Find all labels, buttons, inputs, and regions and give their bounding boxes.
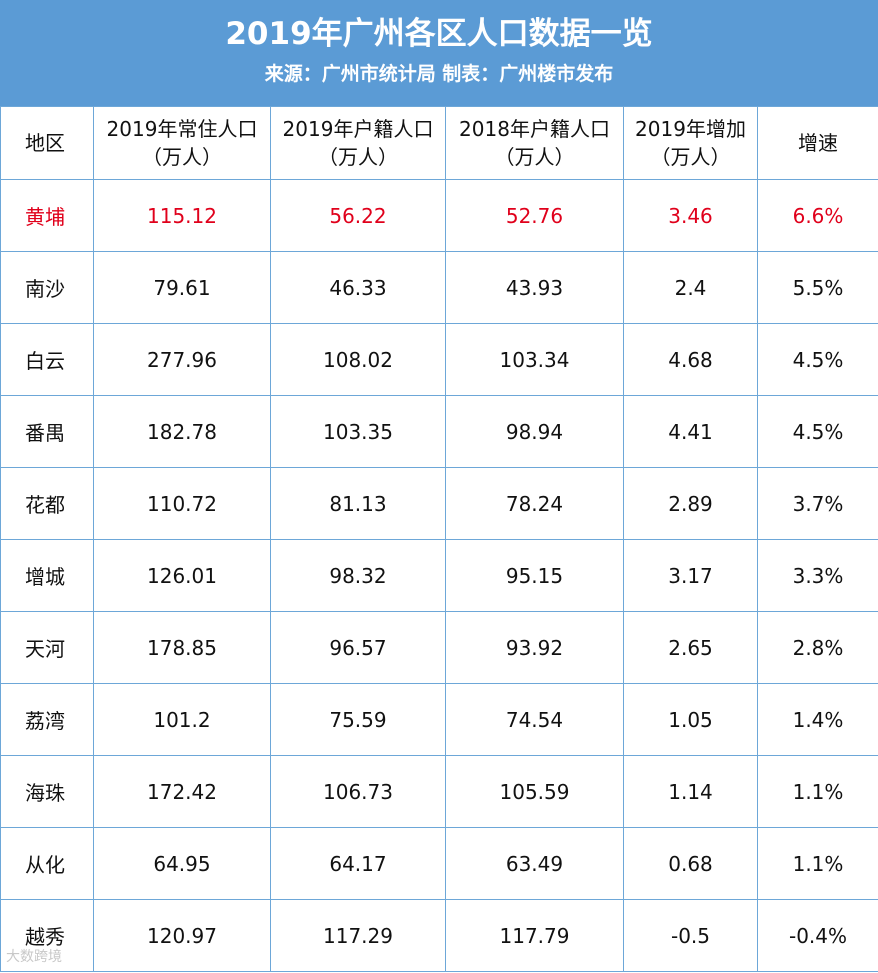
table-row: 海珠 172.42 106.73 105.59 1.14 1.1% xyxy=(0,755,878,828)
cell-registered-2018: 93.92 xyxy=(445,611,624,684)
cell-resident-2019: 277.96 xyxy=(93,323,271,396)
cell-increase-2019: 0.68 xyxy=(623,827,758,900)
cell-resident-2019: 172.42 xyxy=(93,755,271,828)
table-header-banner: 2019年广州各区人口数据一览 来源：广州市统计局 制表：广州楼市发布 xyxy=(0,0,878,107)
table-row: 黄埔 115.12 56.22 52.76 3.46 6.6% xyxy=(0,179,878,252)
cell-increase-2019: 1.05 xyxy=(623,683,758,756)
population-table: 地区 2019年常住人口（万人） 2019年户籍人口（万人） 2018年户籍人口… xyxy=(0,106,878,972)
source-subtitle: 来源：广州市统计局 制表：广州楼市发布 xyxy=(264,63,614,85)
cell-registered-2018: 105.59 xyxy=(445,755,624,828)
cell-resident-2019: 110.72 xyxy=(93,467,271,540)
column-header-increase-2019: 2019年增加（万人） xyxy=(623,106,758,180)
cell-registered-2018: 43.93 xyxy=(445,251,624,324)
cell-region: 花都 xyxy=(0,467,94,540)
cell-region: 海珠 xyxy=(0,755,94,828)
cell-registered-2019: 108.02 xyxy=(270,323,446,396)
column-header-registered-2019: 2019年户籍人口（万人） xyxy=(270,106,446,180)
cell-increase-2019: 3.46 xyxy=(623,179,758,252)
cell-region: 增城 xyxy=(0,539,94,612)
cell-growth: 4.5% xyxy=(757,395,878,468)
cell-region: 越秀 xyxy=(0,899,94,972)
table-row: 南沙 79.61 46.33 43.93 2.4 5.5% xyxy=(0,251,878,324)
column-header-growth: 增速 xyxy=(757,106,878,180)
cell-increase-2019: 2.4 xyxy=(623,251,758,324)
table-body: 黄埔 115.12 56.22 52.76 3.46 6.6% 南沙 79.61 46.33 43… xyxy=(0,179,878,972)
cell-region: 从化 xyxy=(0,827,94,900)
cell-growth: 6.6% xyxy=(757,179,878,252)
column-header-row: 地区 2019年常住人口（万人） 2019年户籍人口（万人） 2018年户籍人口… xyxy=(0,106,878,180)
cell-growth: 1.1% xyxy=(757,755,878,828)
cell-registered-2019: 56.22 xyxy=(270,179,446,252)
cell-growth: 3.7% xyxy=(757,467,878,540)
cell-region: 黄埔 xyxy=(0,179,94,252)
cell-registered-2018: 95.15 xyxy=(445,539,624,612)
table-row: 白云 277.96 108.02 103.34 4.68 4.5% xyxy=(0,323,878,396)
cell-region: 天河 xyxy=(0,611,94,684)
cell-increase-2019: 2.65 xyxy=(623,611,758,684)
cell-growth: 4.5% xyxy=(757,323,878,396)
column-header-registered-2018: 2018年户籍人口（万人） xyxy=(445,106,624,180)
cell-registered-2018: 103.34 xyxy=(445,323,624,396)
table-row: 花都 110.72 81.13 78.24 2.89 3.7% xyxy=(0,467,878,540)
cell-resident-2019: 178.85 xyxy=(93,611,271,684)
column-header-region: 地区 xyxy=(0,106,94,180)
cell-resident-2019: 101.2 xyxy=(93,683,271,756)
cell-growth: 3.3% xyxy=(757,539,878,612)
cell-registered-2019: 98.32 xyxy=(270,539,446,612)
cell-registered-2019: 106.73 xyxy=(270,755,446,828)
cell-increase-2019: 3.17 xyxy=(623,539,758,612)
cell-registered-2018: 98.94 xyxy=(445,395,624,468)
table-row: 越秀 120.97 117.29 117.79 -0.5 -0.4% xyxy=(0,899,878,972)
cell-resident-2019: 126.01 xyxy=(93,539,271,612)
cell-resident-2019: 115.12 xyxy=(93,179,271,252)
cell-growth: 2.8% xyxy=(757,611,878,684)
cell-registered-2019: 81.13 xyxy=(270,467,446,540)
cell-region: 南沙 xyxy=(0,251,94,324)
cell-region: 番禺 xyxy=(0,395,94,468)
table-row: 从化 64.95 64.17 63.49 0.68 1.1% xyxy=(0,827,878,900)
cell-registered-2019: 96.57 xyxy=(270,611,446,684)
cell-registered-2019: 75.59 xyxy=(270,683,446,756)
cell-region: 荔湾 xyxy=(0,683,94,756)
cell-growth: 1.1% xyxy=(757,827,878,900)
cell-increase-2019: -0.5 xyxy=(623,899,758,972)
watermark: 大数跨境 xyxy=(6,949,62,965)
cell-increase-2019: 2.89 xyxy=(623,467,758,540)
cell-registered-2018: 78.24 xyxy=(445,467,624,540)
cell-resident-2019: 64.95 xyxy=(93,827,271,900)
cell-registered-2018: 74.54 xyxy=(445,683,624,756)
cell-increase-2019: 4.68 xyxy=(623,323,758,396)
cell-registered-2018: 63.49 xyxy=(445,827,624,900)
page-title: 2019年广州各区人口数据一览 xyxy=(225,16,653,52)
table-row: 增城 126.01 98.32 95.15 3.17 3.3% xyxy=(0,539,878,612)
cell-resident-2019: 79.61 xyxy=(93,251,271,324)
column-header-resident-2019: 2019年常住人口（万人） xyxy=(93,106,271,180)
cell-registered-2019: 117.29 xyxy=(270,899,446,972)
cell-region: 白云 xyxy=(0,323,94,396)
table-row: 天河 178.85 96.57 93.92 2.65 2.8% xyxy=(0,611,878,684)
cell-resident-2019: 182.78 xyxy=(93,395,271,468)
cell-registered-2018: 117.79 xyxy=(445,899,624,972)
cell-growth: 1.4% xyxy=(757,683,878,756)
cell-increase-2019: 1.14 xyxy=(623,755,758,828)
cell-growth: -0.4% xyxy=(757,899,878,972)
table-row: 番禺 182.78 103.35 98.94 4.41 4.5% xyxy=(0,395,878,468)
cell-registered-2019: 46.33 xyxy=(270,251,446,324)
cell-growth: 5.5% xyxy=(757,251,878,324)
cell-increase-2019: 4.41 xyxy=(623,395,758,468)
cell-registered-2019: 103.35 xyxy=(270,395,446,468)
cell-registered-2018: 52.76 xyxy=(445,179,624,252)
cell-resident-2019: 120.97 xyxy=(93,899,271,972)
table-row: 荔湾 101.2 75.59 74.54 1.05 1.4% xyxy=(0,683,878,756)
cell-registered-2019: 64.17 xyxy=(270,827,446,900)
